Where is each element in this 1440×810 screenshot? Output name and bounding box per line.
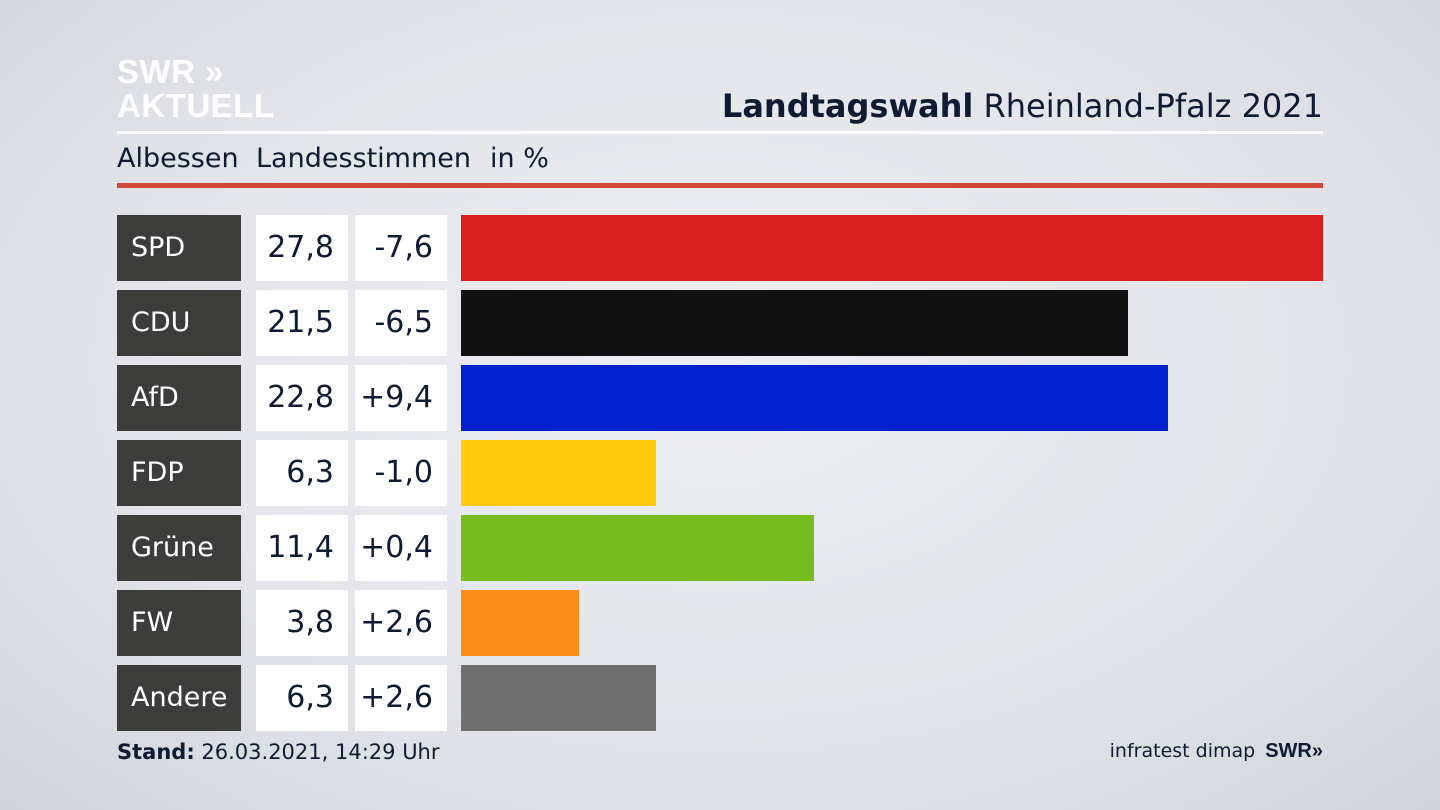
value-label: 22,8 [256,365,348,431]
change-label: +2,6 [355,665,447,731]
bar [461,215,1323,281]
value-label: 27,8 [256,215,348,281]
source-credit: infratest dimap SWR» [1110,740,1323,763]
subtitle-location: Albessen [117,143,239,174]
bar [461,440,656,506]
party-label: FDP [117,440,241,506]
subtitle-vote-type: Landesstimmen [256,143,471,174]
chart-title: Landtagswahl Rheinland-Pfalz 2021 [722,87,1323,125]
bar [461,665,656,731]
bar [461,515,814,581]
party-label: Grüne [117,515,241,581]
logo-line-1: SWR » [117,53,225,90]
subtitle-unit: in % [490,143,549,174]
swr-aktuell-logo: SWR » AKTUELL [117,55,274,122]
change-label: +0,4 [355,515,447,581]
bar [461,290,1128,356]
bar [461,590,579,656]
title-divider [117,131,1323,134]
party-label: AfD [117,365,241,431]
change-label: -7,6 [355,215,447,281]
bar [461,365,1168,431]
bar-row: AfD 22,8 +9,4 [0,365,1440,431]
change-label: -6,5 [355,290,447,356]
stand-label: Stand: [117,740,195,764]
party-label: Andere [117,665,241,731]
value-label: 21,5 [256,290,348,356]
value-label: 6,3 [256,440,348,506]
bar-row: SPD 27,8 -7,6 [0,215,1440,281]
value-label: 6,3 [256,665,348,731]
party-label: SPD [117,215,241,281]
header-rule [117,183,1323,188]
change-label: -1,0 [355,440,447,506]
value-label: 3,8 [256,590,348,656]
swr-logo: SWR» [1265,740,1323,762]
stand-value: 26.03.2021, 14:29 Uhr [201,740,440,764]
party-label: CDU [117,290,241,356]
bar-row: CDU 21,5 -6,5 [0,290,1440,356]
timestamp: Stand: 26.03.2021, 14:29 Uhr [117,740,440,764]
change-label: +2,6 [355,590,447,656]
bar-row: FW 3,8 +2,6 [0,590,1440,656]
title-bold: Landtagswahl [721,87,974,125]
title-rest: Rheinland-Pfalz 2021 [983,87,1323,125]
change-label: +9,4 [355,365,447,431]
bar-row: Grüne 11,4 +0,4 [0,515,1440,581]
bar-row: Andere 6,3 +2,6 [0,665,1440,731]
value-label: 11,4 [256,515,348,581]
source-text: infratest dimap [1109,740,1256,762]
party-label: FW [117,590,241,656]
bar-row: FDP 6,3 -1,0 [0,440,1440,506]
logo-line-2: AKTUELL [117,87,275,124]
